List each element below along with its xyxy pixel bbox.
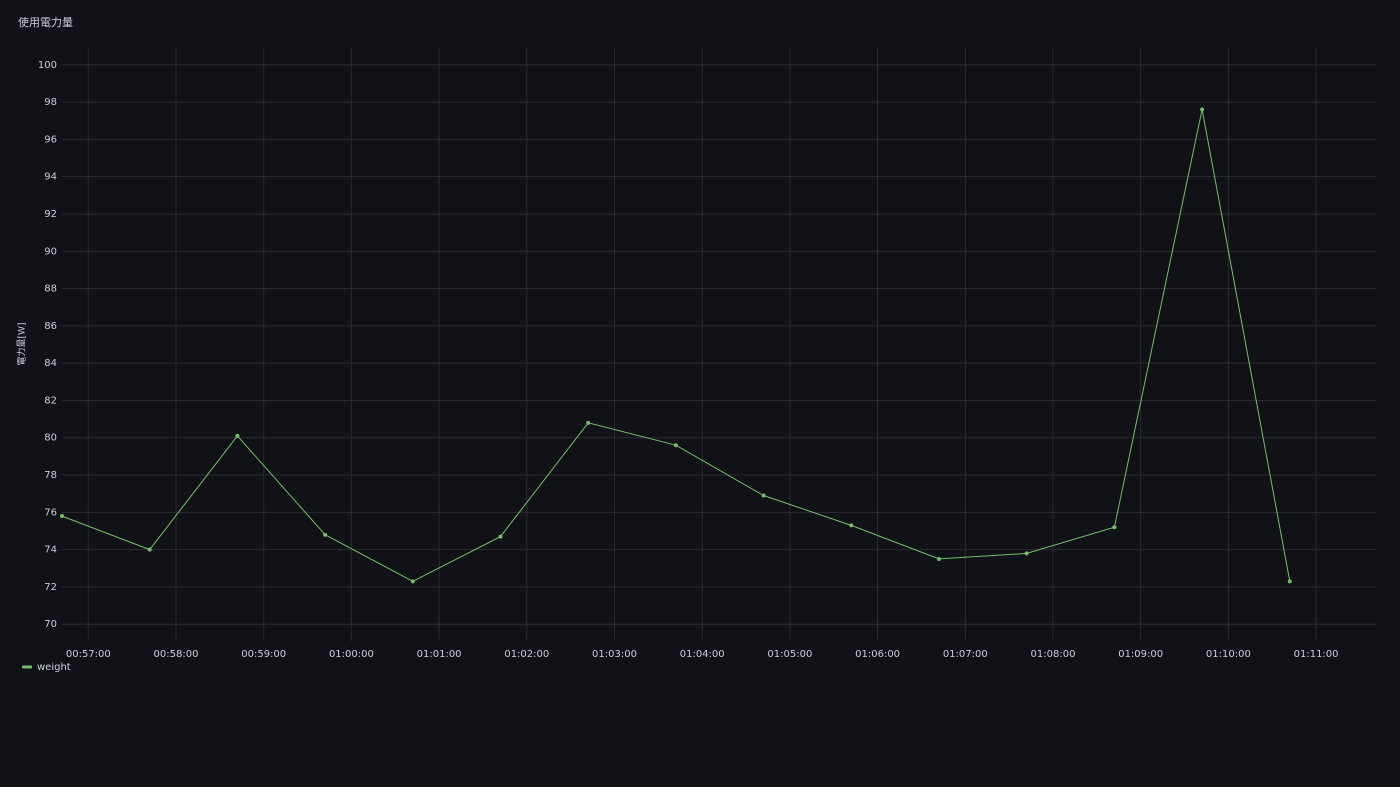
data-point (323, 532, 328, 537)
y-tick-label: 80 (44, 433, 57, 444)
data-point (1024, 551, 1029, 556)
data-point (235, 433, 240, 438)
x-tick-label: 01:05:00 (767, 649, 812, 660)
x-tick-label: 01:08:00 (1031, 649, 1076, 660)
y-tick-label: 86 (44, 321, 57, 332)
y-tick-label: 84 (44, 358, 57, 369)
y-tick-label: 90 (44, 246, 57, 257)
y-tick-label: 70 (44, 619, 57, 630)
y-tick-label: 74 (44, 545, 57, 556)
legend-label: weight (37, 662, 71, 673)
y-tick-label: 72 (44, 582, 57, 593)
data-point (1112, 525, 1117, 530)
y-tick-label: 92 (44, 209, 57, 220)
y-tick-label: 94 (44, 172, 57, 183)
data-point (1287, 579, 1292, 584)
data-point (1200, 107, 1205, 112)
data-point (586, 420, 591, 425)
legend-swatch (22, 665, 32, 669)
x-tick-label: 01:07:00 (943, 649, 988, 660)
x-tick-label: 01:02:00 (504, 649, 549, 660)
data-point (936, 556, 941, 561)
x-tick-label: 01:10:00 (1206, 649, 1251, 660)
data-point (498, 534, 503, 539)
x-tick-label: 01:00:00 (329, 649, 374, 660)
y-tick-label: 88 (44, 284, 57, 295)
y-tick-label: 78 (44, 470, 57, 481)
data-point (60, 514, 64, 519)
data-point (410, 579, 415, 584)
y-tick-label: 100 (38, 60, 57, 71)
x-tick-label: 00:59:00 (241, 649, 286, 660)
chart-title: 使用電力量 (18, 16, 73, 29)
x-tick-label: 01:04:00 (680, 649, 725, 660)
y-tick-label: 96 (44, 134, 57, 145)
x-tick-label: 01:06:00 (855, 649, 900, 660)
y-tick-label: 98 (44, 97, 57, 108)
x-tick-label: 00:57:00 (66, 649, 111, 660)
data-point (849, 523, 854, 528)
y-tick-label: 82 (44, 395, 57, 406)
data-point (761, 493, 766, 498)
data-point (147, 547, 152, 552)
data-point (673, 443, 678, 448)
x-tick-label: 01:01:00 (417, 649, 462, 660)
x-tick-label: 01:09:00 (1118, 649, 1163, 660)
y-axis-label: 電力量[W] (16, 323, 28, 366)
x-tick-label: 01:11:00 (1294, 649, 1339, 660)
x-tick-label: 00:58:00 (154, 649, 199, 660)
x-tick-label: 01:03:00 (592, 649, 637, 660)
series-line (61, 109, 1291, 582)
y-tick-label: 76 (44, 507, 57, 518)
